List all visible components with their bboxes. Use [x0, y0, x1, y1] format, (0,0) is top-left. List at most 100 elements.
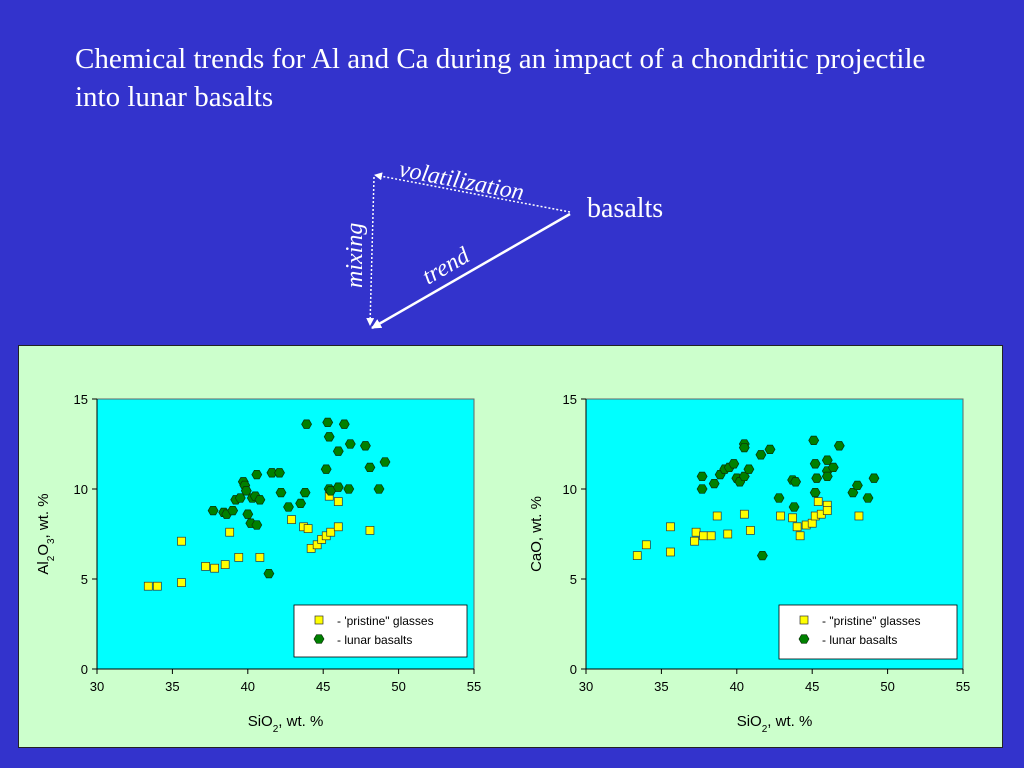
x-tick-label: 30 [90, 679, 104, 694]
x-axis-title: SiO2, wt. % [737, 713, 813, 735]
basalt-point [809, 459, 821, 469]
basalt-point [207, 505, 219, 516]
subscript: 2 [273, 724, 279, 735]
glass-point [712, 511, 722, 521]
legend-basalt-marker [313, 634, 325, 644]
glass-point [333, 497, 343, 506]
glasses-series [632, 497, 864, 560]
x-tick-label: 50 [391, 679, 405, 694]
glass-point [723, 529, 733, 539]
glass-point [807, 518, 817, 528]
x-tick-label: 45 [316, 679, 330, 694]
label-part: , wt. % [35, 493, 52, 538]
glasses-series [143, 491, 375, 591]
basalt-point [322, 417, 334, 428]
basalt-point [323, 432, 335, 442]
legend-label: - lunar basalts [822, 633, 897, 647]
basalt-point [827, 462, 839, 473]
legend-label: - 'pristine" glasses [337, 614, 434, 628]
basalt-point [743, 464, 755, 474]
x-axis-title: SiO2, wt. % [248, 713, 324, 735]
basalt-point [708, 478, 720, 489]
y-tick-label: 10 [563, 482, 577, 497]
basalt-point [338, 419, 350, 429]
basalts-series [696, 435, 880, 561]
glass-point [706, 531, 716, 541]
label-part: SiO [248, 713, 273, 730]
legend-glass-marker [799, 615, 809, 625]
x-tick-label: 55 [956, 679, 970, 694]
basalt-point [862, 493, 874, 503]
basalt-point [808, 435, 820, 446]
glass-point [691, 527, 701, 537]
basalt-point [809, 487, 821, 498]
trend-arrow [371, 212, 571, 330]
basalt-point [283, 502, 294, 512]
basalt-point [696, 471, 708, 482]
glass-point [854, 511, 864, 521]
basalt-point [325, 486, 337, 496]
basalt-point [379, 457, 391, 467]
x-tick-label: 40 [730, 679, 744, 694]
x-tick-label: 40 [241, 679, 255, 694]
basalt-point [811, 473, 823, 483]
trend-diagram: volatilization mixing trend basalts [342, 156, 663, 330]
glass-point [152, 581, 162, 591]
basalt-point [266, 468, 278, 478]
y-tick-label: 5 [81, 572, 88, 587]
basalts-series [207, 417, 391, 579]
glass-point [739, 509, 749, 519]
y-tick-label: 0 [570, 662, 577, 677]
basalt-point [263, 568, 275, 579]
basalt-point [295, 498, 307, 509]
y-axis-title: CaO, wt. % [528, 496, 545, 572]
basalt-point [343, 484, 355, 494]
glass-point [792, 522, 802, 532]
glass-point [177, 578, 186, 587]
x-tick-label: 30 [579, 679, 593, 694]
glass-point [220, 560, 230, 569]
legend-box [293, 604, 468, 658]
basalt-point [251, 520, 263, 530]
glass-point [287, 515, 296, 524]
basalt-point [764, 444, 776, 455]
y-tick-label: 15 [74, 392, 88, 407]
glass-point [641, 540, 651, 550]
basalt-point [788, 502, 800, 512]
glass-point [788, 513, 797, 523]
trend-label: trend [418, 242, 475, 290]
basalt-point [773, 493, 785, 503]
basalt-point [728, 459, 740, 469]
glass-point [813, 497, 823, 506]
basalt-point [299, 487, 311, 498]
legend-label: - "pristine" glasses [822, 614, 921, 628]
x-tick-label: 35 [654, 679, 668, 694]
glass-point [312, 540, 322, 550]
glass-point [201, 562, 210, 571]
label-part: , wt. % [278, 713, 323, 730]
basalt-point [301, 419, 313, 429]
label-part: , wt. % [767, 713, 812, 730]
subscript: 2 [46, 555, 57, 561]
x-tick-label: 55 [467, 679, 481, 694]
basalt-point [275, 487, 287, 498]
glass-point [795, 531, 805, 541]
basalt-point [868, 473, 880, 483]
glass-point [699, 531, 708, 541]
basalt-point [242, 509, 254, 519]
x-tick-label: 45 [805, 679, 819, 694]
legend-glass-marker [314, 615, 324, 625]
x-tick-label: 35 [165, 679, 179, 694]
x-tick-label: 50 [880, 679, 894, 694]
glass-point [234, 553, 244, 562]
legend-box [778, 604, 958, 660]
basalt-point [274, 468, 285, 478]
basalt-point [227, 505, 239, 516]
basalt-point [756, 550, 768, 561]
glass-point [365, 526, 375, 535]
y-tick-label: 15 [563, 392, 577, 407]
cao-vs-sio2-chart: 30 35 40 45 50 55 0 5 10 15 SiO2, wt. % CaO, wt. % -… [528, 392, 970, 735]
glass-point [177, 536, 186, 546]
label-part: SiO [737, 713, 762, 730]
glass-point [632, 551, 642, 560]
